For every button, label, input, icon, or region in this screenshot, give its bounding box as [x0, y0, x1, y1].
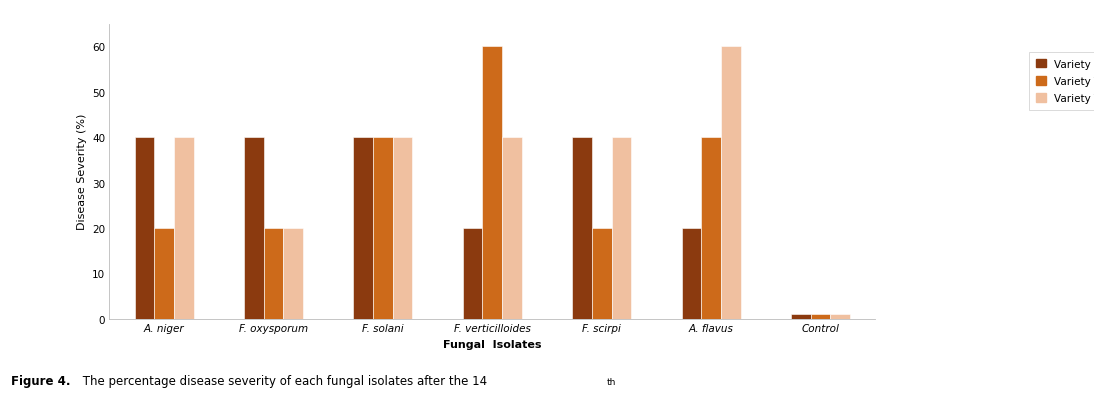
- Bar: [830, 315, 850, 319]
- Text: Figure 4.: Figure 4.: [11, 375, 70, 387]
- Bar: [283, 228, 303, 319]
- Bar: [612, 138, 631, 319]
- Bar: [353, 138, 373, 319]
- Bar: [721, 47, 741, 319]
- Bar: [393, 138, 412, 319]
- Bar: [502, 138, 522, 319]
- Y-axis label: Disease Severity (%): Disease Severity (%): [77, 114, 86, 230]
- Bar: [701, 138, 721, 319]
- Bar: [373, 138, 393, 319]
- Bar: [572, 138, 592, 319]
- Bar: [463, 228, 482, 319]
- Legend: Variety One, Variety Two, Variety Three: Variety One, Variety Two, Variety Three: [1029, 53, 1094, 110]
- Bar: [244, 138, 264, 319]
- Bar: [682, 228, 701, 319]
- Text: th: th: [607, 378, 617, 387]
- Bar: [174, 138, 194, 319]
- Bar: [154, 228, 174, 319]
- Bar: [791, 315, 811, 319]
- Bar: [135, 138, 154, 319]
- Bar: [482, 47, 502, 319]
- X-axis label: Fungal  Isolates: Fungal Isolates: [443, 339, 542, 348]
- Text: The percentage disease severity of each fungal isolates after the 14: The percentage disease severity of each …: [79, 375, 487, 387]
- Bar: [811, 315, 830, 319]
- Bar: [264, 228, 283, 319]
- Bar: [592, 228, 612, 319]
